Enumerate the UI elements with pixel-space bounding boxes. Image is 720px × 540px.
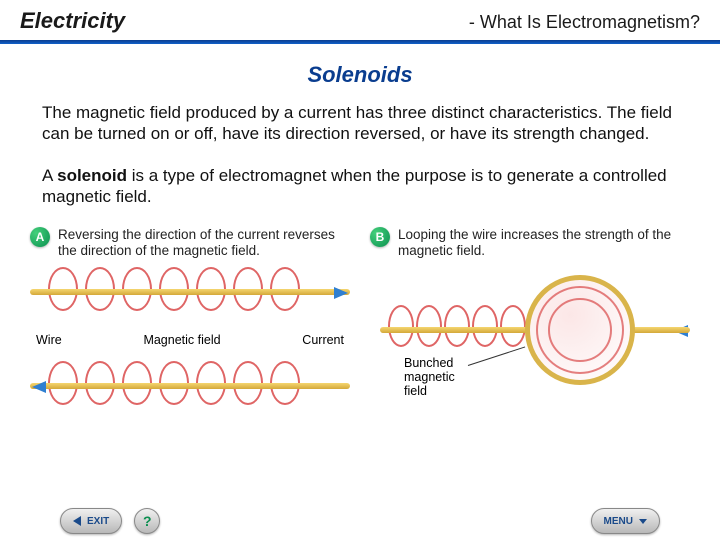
panel-b-caption: Looping the wire increases the strength … (398, 227, 690, 259)
chapter-title: Electricity (20, 8, 125, 34)
para2-bold: solenoid (57, 166, 127, 185)
bunched-leader-line (468, 347, 525, 366)
wire-top (30, 289, 350, 295)
panel-a-caption: Reversing the direction of the current r… (58, 227, 350, 259)
help-button[interactable]: ? (134, 508, 160, 534)
menu-button[interactable]: MENU (591, 508, 660, 534)
section-title: - What Is Electromagnetism? (469, 12, 700, 33)
panel-b-head: B Looping the wire increases the strengt… (370, 227, 690, 259)
panel-b: B Looping the wire increases the strengt… (370, 227, 690, 421)
label-bunched-field: Bunched magnetic field (404, 357, 455, 398)
footer-nav: EXIT ? MENU (0, 508, 720, 534)
panel-a-labels: Wire Magnetic field Current (30, 327, 350, 347)
diagrams-row: A Reversing the direction of the current… (0, 227, 720, 421)
badge-b-icon: B (370, 227, 390, 247)
label-wire: Wire (36, 333, 62, 347)
exit-arrow-icon (73, 516, 81, 526)
wire-bottom (30, 383, 350, 389)
label-current: Current (302, 333, 344, 347)
panel-a-wire-bottom (30, 361, 350, 411)
side-wire-right (630, 327, 690, 333)
side-wire-left (380, 327, 530, 333)
content-area: The magnetic field produced by a current… (0, 102, 720, 207)
para2-post: is a type of electromagnet when the purp… (42, 166, 667, 206)
menu-label: MENU (604, 516, 633, 527)
current-arrow-left-icon (32, 381, 46, 393)
paragraph-2: A solenoid is a type of electromagnet wh… (42, 165, 678, 208)
slide-header: Electricity - What Is Electromagnetism? (0, 0, 720, 40)
exit-label: EXIT (87, 516, 109, 527)
panel-b-figure: Bunched magnetic field (370, 267, 690, 407)
help-icon: ? (143, 513, 152, 529)
badge-a-icon: A (30, 227, 50, 247)
menu-caret-icon (639, 519, 647, 524)
exit-button[interactable]: EXIT (60, 508, 122, 534)
bunched-l1: Bunched (404, 356, 453, 370)
panel-a: A Reversing the direction of the current… (30, 227, 350, 421)
side-field-loops (388, 305, 526, 347)
panel-a-head: A Reversing the direction of the current… (30, 227, 350, 259)
para2-pre: A (42, 166, 57, 185)
footer-left-group: EXIT ? (60, 508, 160, 534)
wire-loop-coil (525, 275, 635, 385)
slide-title: Solenoids (0, 62, 720, 88)
label-magnetic-field: Magnetic field (143, 333, 220, 347)
panel-a-wire-top (30, 267, 350, 317)
paragraph-1: The magnetic field produced by a current… (42, 102, 678, 145)
current-arrow-right-icon (334, 287, 348, 299)
header-divider (0, 40, 720, 44)
bunched-l3: field (404, 384, 427, 398)
bunched-l2: magnetic (404, 370, 455, 384)
